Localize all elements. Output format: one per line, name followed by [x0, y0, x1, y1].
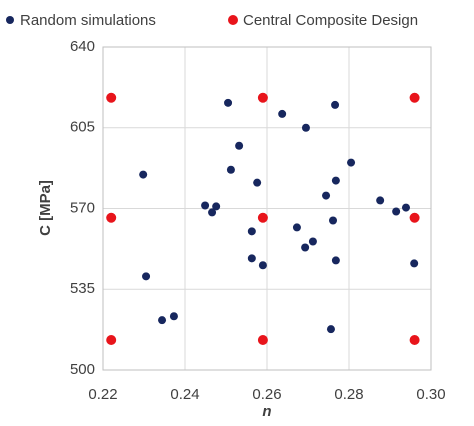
- scatter-point: [158, 316, 167, 325]
- scatter-point: [169, 312, 178, 321]
- scatter-point: [106, 92, 117, 103]
- x-tick-label: 0.30: [416, 386, 445, 403]
- x-tick-label: 0.28: [334, 386, 363, 403]
- scatter-point: [247, 254, 256, 263]
- scatter-point: [401, 203, 410, 212]
- x-tick-label: 0.26: [252, 386, 281, 403]
- scatter-point: [235, 141, 244, 150]
- scatter-point: [247, 227, 256, 236]
- scatter-point: [292, 223, 301, 232]
- scatter-point: [208, 208, 217, 217]
- scatter-point: [301, 123, 310, 132]
- scatter-point: [142, 272, 151, 281]
- scatter-point: [258, 261, 267, 270]
- scatter-point: [322, 191, 331, 200]
- scatter-point: [106, 212, 117, 223]
- x-tick-label: 0.22: [88, 386, 117, 403]
- y-tick-label: 500: [70, 361, 95, 378]
- scatter-point: [257, 212, 268, 223]
- legend-label: Central Composite Design: [243, 12, 418, 29]
- scatter-point: [376, 196, 385, 205]
- y-tick-label: 640: [70, 38, 95, 55]
- scatter-point: [347, 158, 356, 167]
- scatter-point: [224, 98, 233, 107]
- scatter-point: [410, 259, 419, 268]
- scatter-point: [331, 256, 340, 265]
- scatter-point: [331, 176, 340, 185]
- scatter-point: [331, 100, 340, 109]
- scatter-point: [257, 335, 268, 346]
- x-axis-title: n: [262, 403, 271, 420]
- legend-marker: [6, 16, 14, 24]
- scatter-point: [308, 237, 317, 246]
- legend-label: Random simulations: [20, 12, 156, 29]
- y-tick-label: 570: [70, 199, 95, 216]
- scatter-point: [329, 216, 338, 225]
- plot-frame: [102, 46, 432, 371]
- y-tick-label: 535: [70, 280, 95, 297]
- legend-marker: [228, 15, 238, 25]
- scatter-point: [409, 212, 420, 223]
- scatter-point: [257, 92, 268, 103]
- y-axis-title: C [MPa]: [37, 180, 54, 236]
- scatter-point: [226, 165, 235, 174]
- scatter-point: [409, 335, 420, 346]
- scatter-point: [139, 170, 148, 179]
- scatter-point: [253, 178, 262, 187]
- scatter-point: [326, 325, 335, 334]
- y-tick-label: 605: [70, 119, 95, 136]
- scatter-point: [301, 243, 310, 252]
- scatter-point: [201, 201, 210, 210]
- scatter-point: [392, 207, 401, 216]
- scatter-point: [212, 202, 221, 211]
- scatter-point: [106, 335, 117, 346]
- scatter-point: [409, 92, 420, 103]
- scatter-point: [278, 109, 287, 118]
- x-tick-label: 0.24: [170, 386, 199, 403]
